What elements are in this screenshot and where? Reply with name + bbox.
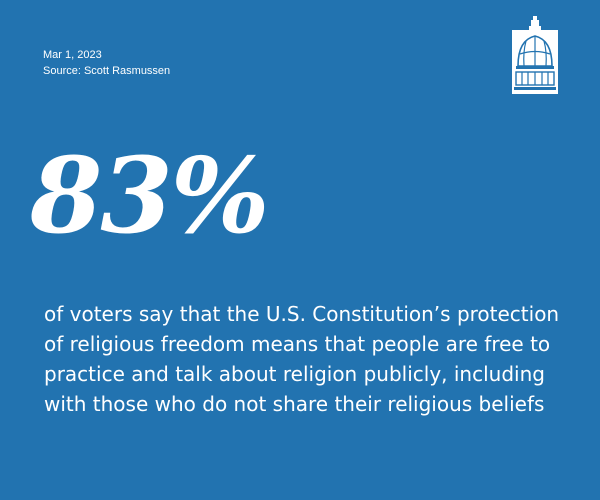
stat-percentage: 83% — [30, 134, 270, 257]
date-label: Mar 1, 2023 — [43, 49, 102, 61]
stat-statement: of voters say that the U.S. Constitution… — [44, 302, 560, 416]
source-label: Source: Scott Rasmussen — [43, 65, 171, 77]
capitol-dome-icon — [512, 16, 558, 94]
meta-block: Mar 1, 2023 Source: Scott Rasmussen — [43, 47, 170, 79]
